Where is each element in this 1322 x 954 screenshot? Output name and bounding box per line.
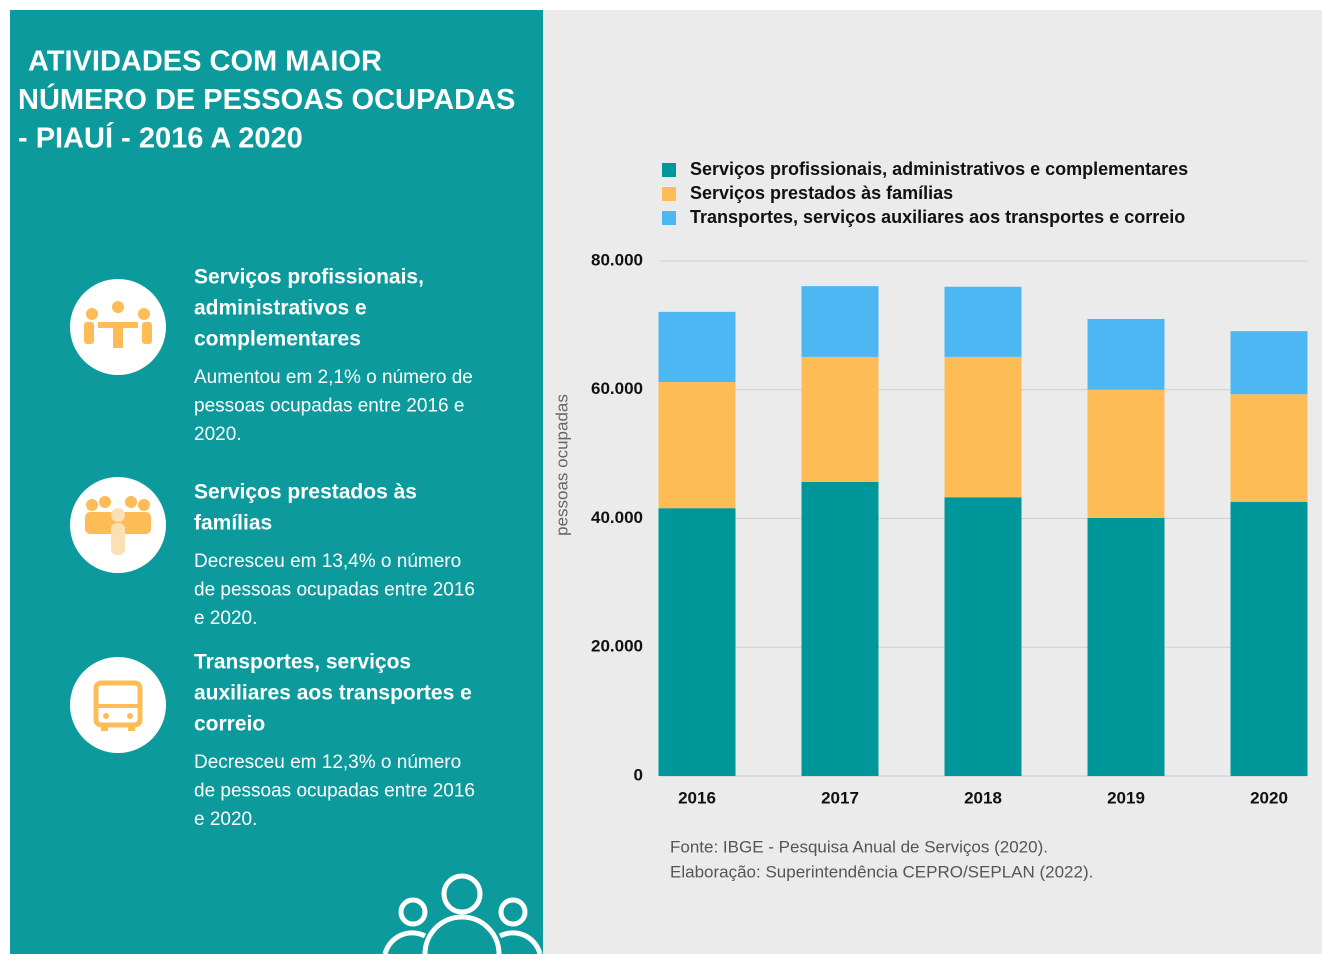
- bar-segment: [1230, 501, 1308, 776]
- legend-label: Transportes, serviços auxiliares aos tra…: [690, 207, 1185, 227]
- x-tick-label: 2016: [678, 788, 716, 807]
- bar-segment: [1087, 389, 1165, 518]
- item-heading: Serviços prestados às: [194, 481, 417, 504]
- item-heading: famílias: [194, 512, 272, 535]
- item-heading: correio: [194, 713, 265, 736]
- y-tick-label: 40.000: [591, 508, 643, 527]
- item-text: de pessoas ocupadas entre 2016: [194, 781, 475, 802]
- bar-segment: [658, 311, 736, 383]
- bar-segment: [658, 382, 736, 509]
- icon-1: [70, 279, 166, 375]
- legend-label: Serviços profissionais, administrativos …: [690, 159, 1188, 179]
- source-note: Fonte: IBGE - Pesquisa Anual de Serviços…: [670, 837, 1048, 856]
- bar-segment: [1230, 331, 1308, 395]
- item-text: Decresceu em 12,3% o número: [194, 752, 461, 773]
- bar-segment: [1087, 517, 1165, 776]
- item-text: de pessoas ocupadas entre 2016: [194, 580, 475, 601]
- item-text: 2020.: [194, 424, 242, 445]
- source-note: Elaboração: Superintendência CEPRO/SEPLA…: [670, 862, 1093, 881]
- x-tick-label: 2017: [821, 788, 859, 807]
- item-heading: complementares: [194, 328, 361, 351]
- bar-segment: [801, 481, 879, 776]
- bar-segment: [944, 497, 1022, 776]
- x-tick-label: 2018: [964, 788, 1002, 807]
- legend-swatch: [662, 211, 676, 225]
- bar-segment: [801, 356, 879, 482]
- legend-label: Serviços prestados às famílias: [690, 183, 953, 203]
- item-text: pessoas ocupadas entre 2016 e: [194, 396, 464, 417]
- y-tick-label: 20.000: [591, 637, 643, 656]
- item-heading: administrativos e: [194, 297, 367, 320]
- people-outline: [382, 873, 543, 954]
- item-text: e 2020.: [194, 809, 257, 830]
- y-tick-label: 0: [634, 765, 643, 784]
- item-heading: Serviços profissionais,: [194, 266, 424, 289]
- item-text: Decresceu em 13,4% o número: [194, 551, 461, 572]
- legend-swatch: [662, 187, 676, 201]
- item-text: e 2020.: [194, 608, 257, 629]
- title: NÚMERO DE PESSOAS OCUPADAS: [18, 82, 515, 116]
- icon-2: [70, 477, 166, 573]
- bar-segment: [1087, 318, 1165, 390]
- legend-swatch: [662, 163, 676, 177]
- y-tick-label: 80.000: [591, 250, 643, 269]
- y-tick-label: 60.000: [591, 379, 643, 398]
- x-tick-label: 2019: [1107, 788, 1145, 807]
- item-heading: Transportes, serviços: [194, 651, 411, 674]
- bar-segment: [1230, 394, 1308, 502]
- bar-segment: [658, 508, 736, 776]
- item-heading: auxiliares aos transportes e: [194, 682, 472, 705]
- y-axis-label: pessoas ocupadas: [552, 394, 571, 536]
- bar-segment: [801, 286, 879, 357]
- item-text: Aumentou em 2,1% o número de: [194, 367, 473, 388]
- title: - PIAUÍ - 2016 A 2020: [18, 121, 303, 155]
- bar-segment: [944, 286, 1022, 357]
- bar-segment: [944, 356, 1022, 498]
- x-tick-label: 2020: [1250, 788, 1288, 807]
- icon-3: [70, 657, 166, 753]
- title: ATIVIDADES COM MAIOR: [28, 46, 382, 78]
